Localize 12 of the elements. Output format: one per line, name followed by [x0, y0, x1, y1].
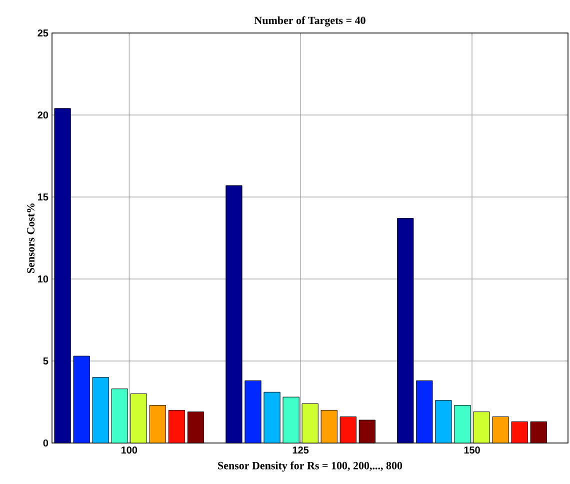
y-tick-label: 0	[43, 439, 48, 447]
x-tick-label: 100	[121, 446, 138, 454]
y-tick-label: 20	[38, 111, 48, 119]
chart-title: Number of Targets = 40	[254, 16, 366, 26]
x-tick-label: 150	[464, 446, 480, 454]
y-tick-label: 25	[38, 29, 48, 37]
x-axis-title: Sensor Density for Rs = 100, 200,..., 800	[218, 461, 402, 472]
y-tick-label: 15	[38, 193, 48, 200]
x-tick-label: 125	[292, 446, 309, 454]
y-axis-title: Sensors Cost%	[27, 203, 34, 274]
y-tick-label: 5	[43, 357, 48, 364]
y-tick-label: 10	[38, 275, 48, 283]
